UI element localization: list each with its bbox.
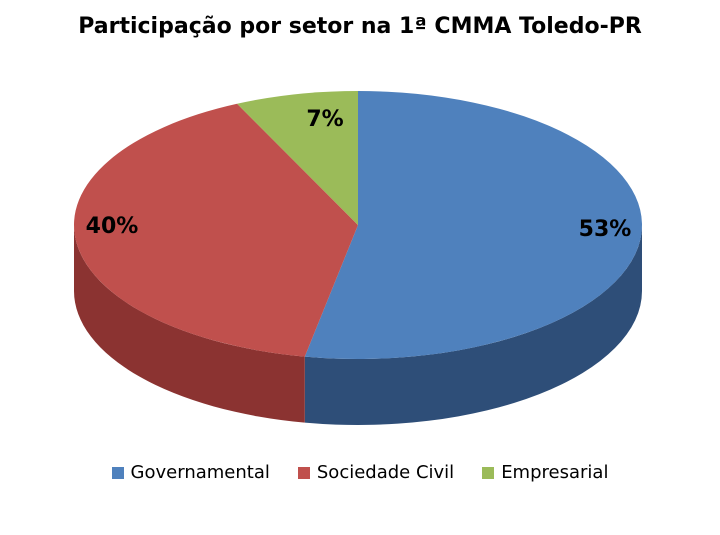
pie-data-labels: 53% 40% 7%: [86, 107, 632, 242]
pie-side-governamental: [304, 225, 642, 425]
data-label-governamental: 53%: [579, 217, 632, 242]
data-label-empresarial: 7%: [306, 107, 343, 132]
pie-side-sociedade-civil: [74, 225, 305, 423]
pie-side-walls: [74, 225, 642, 425]
legend-swatch: [111, 466, 124, 479]
legend-label: Empresarial: [501, 462, 609, 483]
legend-label: Governamental: [130, 462, 270, 483]
legend: Governamental Sociedade Civil Empresarial: [0, 462, 720, 483]
legend-item-sociedade-civil: Sociedade Civil: [297, 462, 455, 483]
data-label-sociedade-civil: 40%: [86, 214, 139, 239]
legend-item-empresarial: Empresarial: [482, 462, 608, 483]
pie-top-faces: [74, 91, 642, 359]
pie-slice-sociedade-civil: [74, 103, 358, 357]
pie-slice-empresarial: [237, 91, 358, 225]
legend-label: Sociedade Civil: [316, 462, 455, 483]
legend-swatch: [297, 466, 310, 479]
chart-title: Participação por setor na 1ª CMMA Toledo…: [78, 14, 642, 39]
legend-swatch: [482, 466, 495, 479]
legend-item-governamental: Governamental: [111, 462, 270, 483]
pie-slice-governamental: [304, 91, 642, 359]
